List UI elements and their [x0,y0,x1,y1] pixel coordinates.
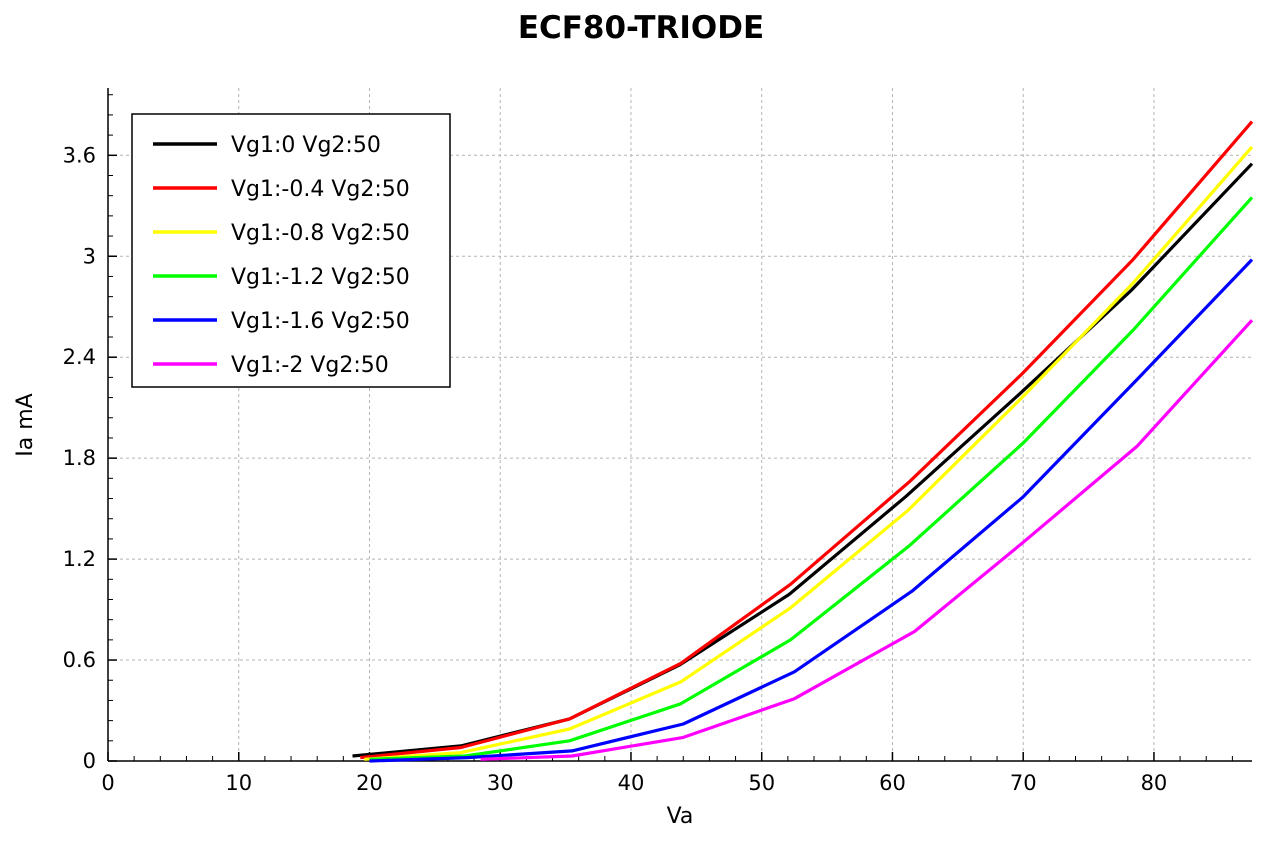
y-tick-label: 0 [83,749,96,773]
plot-area [352,120,1254,763]
x-tick-label: 40 [618,771,645,795]
grid [108,88,1252,761]
x-tick-label: 10 [225,771,252,795]
x-tick-label: 0 [101,771,114,795]
chart-title: ECF80-TRIODE [517,10,765,46]
y-tick-label: 1.2 [63,547,96,571]
x-tick-label: 30 [487,771,514,795]
x-tick-label: 80 [1141,771,1168,795]
x-tick-label: 50 [748,771,775,795]
legend-entry: Vg1:-1.6 Vg2:50 [231,309,410,334]
legend-entry: Vg1:-1.2 Vg2:50 [231,265,410,290]
series-line-4 [369,196,1254,761]
x-tick-label: 60 [879,771,906,795]
x-tick-label: 70 [1010,771,1037,795]
legend-entry: Vg1:-0.4 Vg2:50 [231,177,410,202]
y-tick-label: 3.6 [63,143,96,167]
legend-entry: Vg1:-0.8 Vg2:50 [231,221,410,246]
y-axis-label: Ia mA [13,393,38,456]
axes: 0 10 20 30 40 50 60 70 80 0 0.6 1.2 1.8 2.4 3 3.6 [63,88,1252,795]
y-tick-label: 1.8 [63,446,96,470]
y-tick-label: 0.6 [63,648,96,672]
x-axis-label: Va [667,804,694,829]
series-line-2 [360,120,1254,760]
legend-entry: Vg1:0 Vg2:50 [231,133,381,158]
legend: Vg1:0 Vg2:50 Vg1:-0.4 Vg2:50 Vg1:-0.8 Vg2:… [131,113,451,388]
series-line-6 [480,319,1254,761]
y-tick-label: 3 [83,244,96,268]
legend-entry: Vg1:-2 Vg2:50 [231,353,389,378]
x-tick-label: 20 [356,771,383,795]
y-tick-label: 2.4 [63,345,96,369]
series-line-3 [364,145,1254,761]
legend-box [131,113,451,388]
series-line-5 [369,258,1254,763]
